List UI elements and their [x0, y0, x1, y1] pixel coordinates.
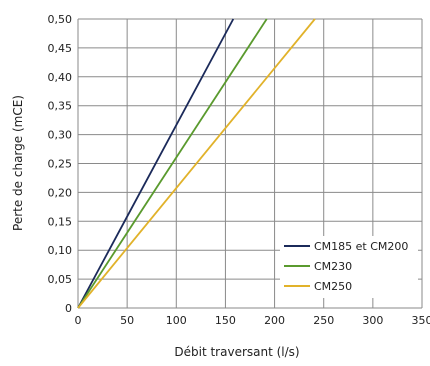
x-tick-label: 250 [313, 314, 334, 327]
legend-label: CM230 [314, 260, 352, 273]
y-tick-label: 0,05 [48, 273, 73, 286]
x-tick-label: 200 [264, 314, 285, 327]
legend: CM185 et CM200 CM230 CM250 [280, 236, 418, 298]
y-axis-title: Perte de charge (mCE) [11, 95, 25, 231]
y-tick-label: 0,20 [48, 186, 73, 199]
y-tick-label: 0,40 [48, 71, 73, 84]
y-tick-label: 0,30 [48, 129, 73, 142]
y-tick-label: 0 [65, 302, 72, 315]
y-tick-label: 0,10 [48, 244, 73, 257]
x-tick-label: 100 [166, 314, 187, 327]
y-tick-label: 0,25 [48, 158, 73, 171]
legend-label: CM185 et CM200 [314, 240, 408, 253]
y-tick-label: 0,15 [48, 215, 73, 228]
x-axis-title: Débit traversant (l/s) [174, 345, 299, 359]
y-tick-label: 0,45 [48, 42, 73, 55]
y-tick-label: 0,35 [48, 100, 73, 113]
y-tick-label: 0,50 [48, 13, 73, 26]
x-tick-label: 150 [215, 314, 236, 327]
x-tick-label: 300 [362, 314, 383, 327]
y-axis-ticks: 0 0,05 0,10 0,15 0,20 0,25 0,30 0,35 0,40 0,45 0,5… [48, 13, 73, 315]
x-tick-label: 0 [75, 314, 82, 327]
legend-label: CM250 [314, 280, 352, 293]
x-tick-label: 350 [412, 314, 430, 327]
x-tick-label: 50 [120, 314, 134, 327]
x-axis-ticks: 0 50 100 150 200 250 300 350 [75, 314, 430, 327]
